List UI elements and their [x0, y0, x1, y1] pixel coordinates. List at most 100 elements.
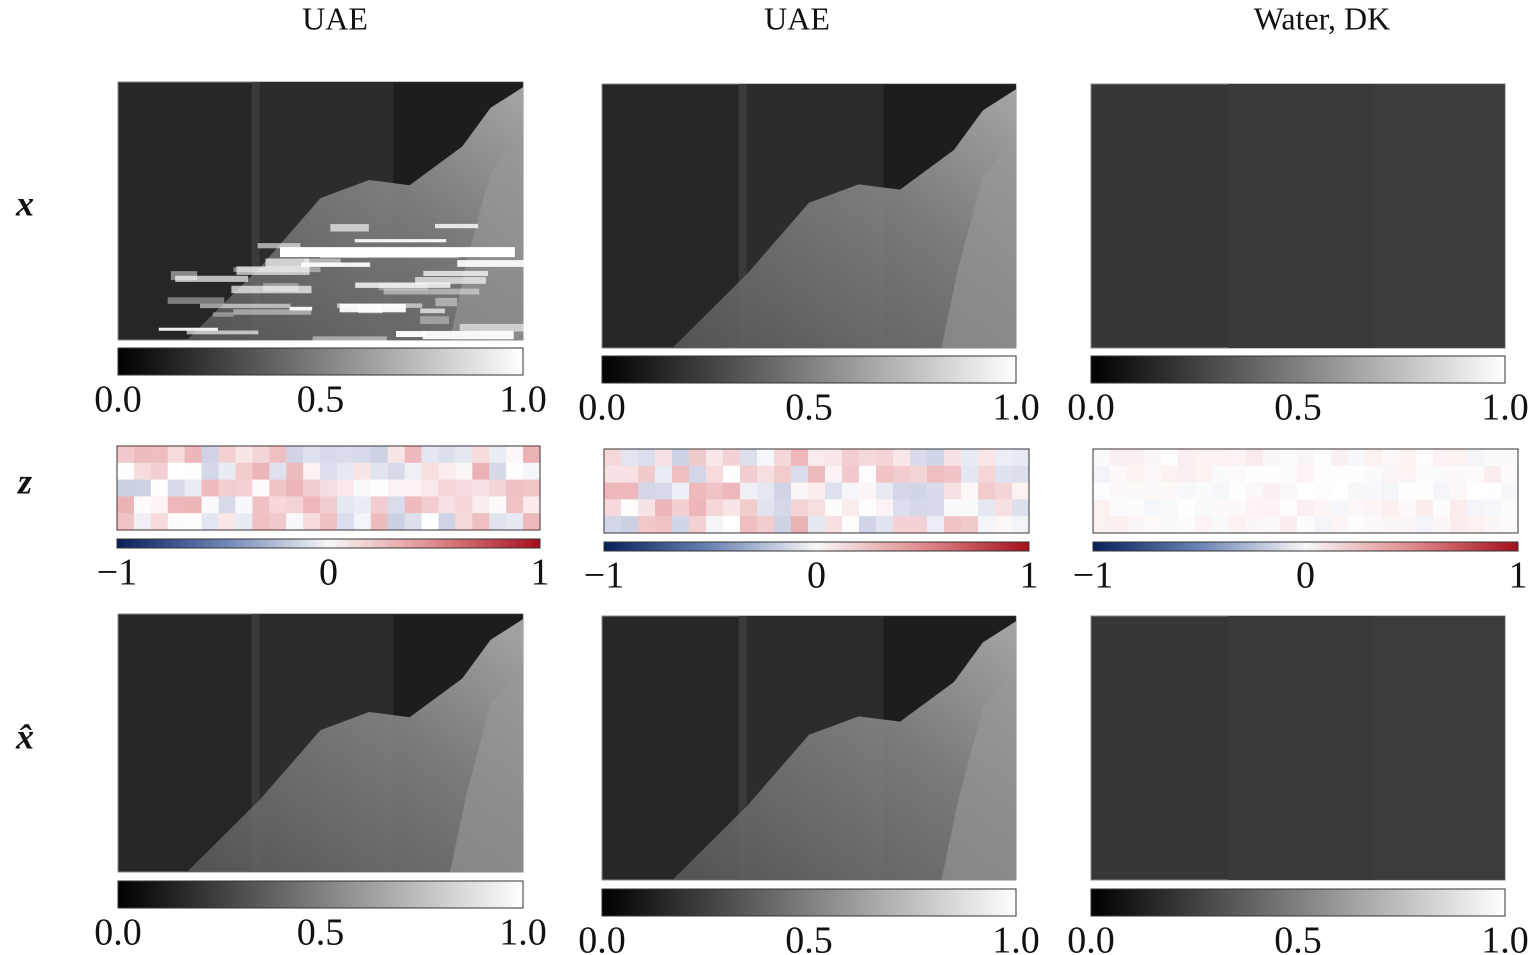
noise-bar	[378, 282, 428, 291]
latent-cell	[506, 479, 524, 497]
latent-cell	[1012, 482, 1029, 500]
latent-cell	[910, 449, 927, 466]
latent-cell	[1229, 499, 1246, 516]
latent-cell	[672, 482, 689, 500]
colorbar-tick-label: 0.5	[785, 920, 833, 955]
latent-cell	[723, 482, 740, 500]
latent-cell	[387, 479, 405, 497]
latent-cell	[757, 465, 774, 483]
colorbar-tick-label: −1	[584, 555, 624, 597]
latent-cell	[638, 465, 655, 483]
latent-cell	[1484, 449, 1501, 466]
latent-cell	[1144, 449, 1161, 466]
noise-bar	[415, 277, 486, 284]
latent-cell	[489, 462, 507, 480]
latent-cell	[1229, 516, 1246, 533]
latent-cell	[774, 465, 791, 483]
noise-bar	[236, 266, 310, 275]
latent-cell	[1263, 516, 1280, 533]
latent-cell	[757, 499, 774, 517]
latent-cell	[791, 449, 808, 466]
latent-cell	[655, 482, 672, 500]
latent-cell	[506, 513, 524, 530]
noise-bar	[383, 288, 480, 295]
latent-cell	[472, 462, 490, 480]
latent-cell	[876, 449, 893, 466]
latent-cell	[117, 479, 134, 497]
latent-cell	[1416, 516, 1433, 533]
latent-cell	[472, 513, 490, 530]
colorbar-tick-label: 0.5	[297, 379, 345, 421]
latent-cell	[995, 516, 1012, 533]
latent-cell	[723, 516, 740, 533]
latent-cell	[1331, 516, 1348, 533]
latent-cell	[604, 499, 621, 517]
image-panel	[117, 81, 557, 341]
latent-cell	[523, 479, 540, 497]
latent-cell	[1399, 465, 1416, 483]
latent-cell	[1229, 466, 1246, 483]
latent-cell	[638, 482, 655, 500]
latent-cell	[269, 496, 287, 514]
coastline-land	[672, 621, 1016, 880]
latent-cell	[893, 465, 910, 483]
latent-cell	[269, 479, 287, 497]
latent-background	[603, 448, 1030, 534]
latent-cell	[167, 479, 185, 497]
colorbar	[1090, 888, 1506, 917]
latent-cell	[489, 479, 507, 497]
latent-cell	[859, 449, 876, 466]
latent-cell	[1144, 516, 1161, 533]
latent-cell	[506, 496, 524, 514]
latent-cell	[1501, 499, 1518, 516]
latent-cell	[184, 496, 202, 514]
latent-cell	[354, 480, 371, 497]
latent-cell	[723, 449, 740, 466]
latent-cell	[320, 462, 337, 480]
latent-cell	[910, 482, 927, 500]
latent-cell	[1399, 483, 1416, 500]
colorbar	[601, 355, 1017, 384]
latent-cell	[185, 513, 202, 530]
land-detail	[450, 665, 523, 872]
latent-cell	[1467, 516, 1484, 533]
latent-cell	[336, 479, 354, 497]
latent-cell	[706, 516, 723, 533]
column-title: Water, DK	[1254, 0, 1391, 36]
latent-cell	[842, 516, 859, 533]
latent-cell	[117, 446, 134, 463]
latent-cell	[655, 499, 672, 517]
latent-cell	[808, 449, 825, 466]
latent-cell	[286, 462, 304, 480]
latent-cell	[523, 513, 540, 530]
latent-cell	[404, 513, 422, 530]
latent-cell	[336, 462, 354, 480]
latent-cell	[303, 496, 321, 514]
latent-cell	[1144, 499, 1161, 517]
colorbar	[601, 888, 1017, 917]
latent-cell	[961, 516, 978, 533]
latent-cell	[859, 482, 876, 500]
latent-cell	[1246, 499, 1263, 517]
row-label: x	[15, 183, 34, 223]
latent-cell	[910, 516, 927, 533]
latent-cell	[774, 482, 791, 500]
latent-cell	[1501, 482, 1518, 500]
latent-cell	[134, 496, 151, 513]
latent-cell	[218, 496, 236, 514]
latent-cell	[438, 513, 456, 530]
latent-cell	[978, 499, 995, 517]
latent-cell	[320, 446, 337, 463]
latent-cell	[387, 462, 405, 480]
latent-cell	[269, 462, 287, 480]
latent-cell	[825, 482, 842, 500]
latent-cell	[1263, 449, 1280, 466]
latent-cell	[371, 480, 388, 497]
latent-cell	[370, 513, 388, 530]
latent-cell	[404, 462, 422, 480]
latent-cell	[1212, 449, 1229, 466]
latent-cell	[774, 449, 791, 466]
latent-cell	[808, 465, 825, 483]
latent-cell	[1467, 483, 1484, 500]
noise-bar	[280, 247, 515, 258]
